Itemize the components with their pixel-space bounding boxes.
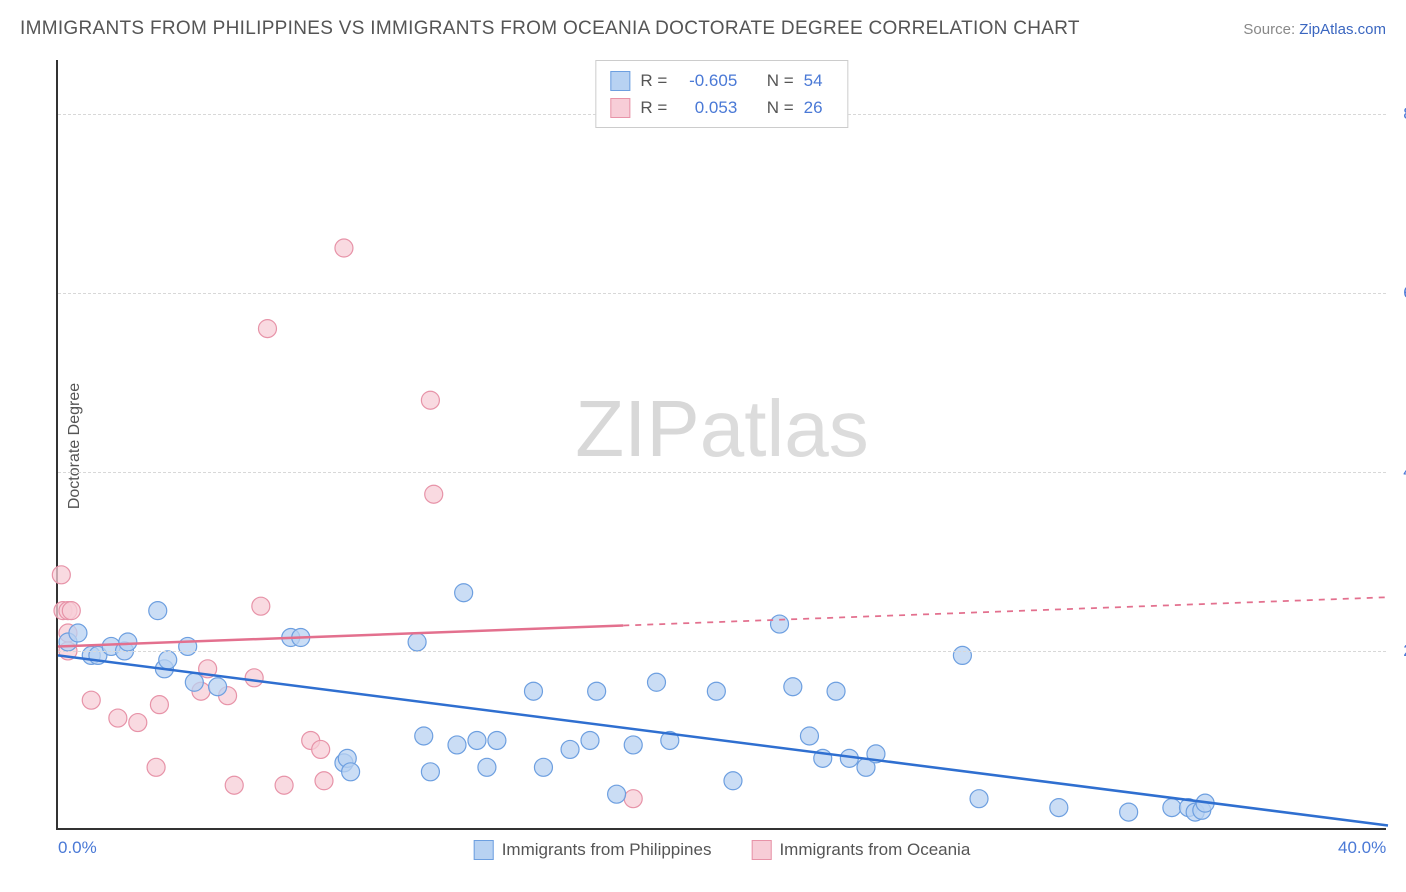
data-point — [784, 678, 802, 696]
regression-line-extrapolated — [623, 597, 1388, 625]
data-point — [149, 602, 167, 620]
n-value-oceania: 26 — [804, 94, 834, 121]
swatch-oceania — [610, 98, 630, 118]
legend-item-philippines: Immigrants from Philippines — [474, 840, 712, 860]
y-tick-label: 2.0% — [1394, 641, 1406, 661]
data-point — [953, 646, 971, 664]
data-point — [1120, 803, 1138, 821]
data-point — [159, 651, 177, 669]
data-point — [209, 678, 227, 696]
data-point — [1163, 799, 1181, 817]
data-point — [109, 709, 127, 727]
y-tick-label: 4.0% — [1394, 462, 1406, 482]
data-point — [225, 776, 243, 794]
data-point — [275, 776, 293, 794]
data-point — [800, 727, 818, 745]
data-point — [581, 731, 599, 749]
chart-svg — [58, 60, 1386, 828]
data-point — [335, 239, 353, 257]
data-point — [468, 731, 486, 749]
data-point — [185, 673, 203, 691]
data-point — [478, 758, 496, 776]
data-point — [147, 758, 165, 776]
data-point — [1050, 799, 1068, 817]
data-point — [179, 637, 197, 655]
data-point — [421, 391, 439, 409]
data-point — [455, 584, 473, 602]
data-point — [970, 790, 988, 808]
regression-line — [58, 626, 623, 647]
data-point — [62, 602, 80, 620]
y-tick-label: 8.0% — [1394, 104, 1406, 124]
data-point — [245, 669, 263, 687]
x-tick-label: 40.0% — [1338, 838, 1386, 858]
data-point — [624, 790, 642, 808]
data-point — [258, 320, 276, 338]
chart-title: IMMIGRANTS FROM PHILIPPINES VS IMMIGRANT… — [20, 18, 1080, 40]
swatch-philippines-icon — [474, 840, 494, 860]
regression-line — [58, 655, 1388, 825]
n-value-philippines: 54 — [804, 67, 834, 94]
data-point — [588, 682, 606, 700]
data-point — [827, 682, 845, 700]
legend-item-oceania: Immigrants from Oceania — [751, 840, 970, 860]
data-point — [448, 736, 466, 754]
data-point — [624, 736, 642, 754]
data-point — [408, 633, 426, 651]
x-tick-label: 0.0% — [58, 838, 97, 858]
r-value-philippines: -0.605 — [677, 67, 737, 94]
data-point — [415, 727, 433, 745]
data-point — [69, 624, 87, 642]
data-point — [119, 633, 137, 651]
data-point — [312, 740, 330, 758]
data-point — [534, 758, 552, 776]
gridline — [58, 651, 1386, 652]
data-point — [150, 696, 168, 714]
data-point — [648, 673, 666, 691]
data-point — [771, 615, 789, 633]
swatch-oceania-icon — [751, 840, 771, 860]
data-point — [488, 731, 506, 749]
data-point — [561, 740, 579, 758]
data-point — [707, 682, 725, 700]
data-point — [524, 682, 542, 700]
source-link[interactable]: ZipAtlas.com — [1299, 21, 1386, 38]
data-point — [421, 763, 439, 781]
data-point — [342, 763, 360, 781]
legend-row-philippines: R = -0.605 N = 54 — [610, 67, 833, 94]
source-attribution: Source: ZipAtlas.com — [1243, 21, 1386, 38]
swatch-philippines — [610, 71, 630, 91]
plot-area: ZIPatlas R = -0.605 N = 54 R = 0.053 N =… — [56, 60, 1386, 830]
r-value-oceania: 0.053 — [677, 94, 737, 121]
correlation-legend: R = -0.605 N = 54 R = 0.053 N = 26 — [595, 60, 848, 128]
y-tick-label: 6.0% — [1394, 283, 1406, 303]
series-legend: Immigrants from Philippines Immigrants f… — [474, 840, 971, 860]
data-point — [608, 785, 626, 803]
data-point — [52, 566, 70, 584]
gridline — [58, 472, 1386, 473]
data-point — [252, 597, 270, 615]
data-point — [315, 772, 333, 790]
data-point — [82, 691, 100, 709]
gridline — [58, 293, 1386, 294]
data-point — [425, 485, 443, 503]
data-point — [724, 772, 742, 790]
legend-row-oceania: R = 0.053 N = 26 — [610, 94, 833, 121]
data-point — [129, 714, 147, 732]
